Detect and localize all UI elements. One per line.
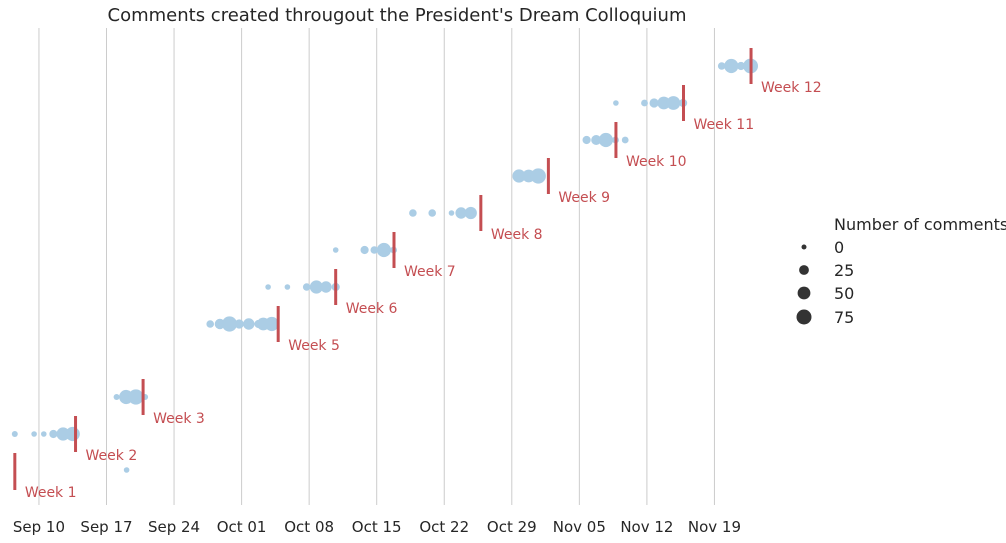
chart-title: Comments created througout the President… bbox=[108, 5, 687, 26]
x-tick-label: Oct 22 bbox=[419, 518, 469, 536]
comment-point bbox=[448, 210, 455, 216]
comment-point bbox=[464, 206, 477, 220]
comment-point bbox=[221, 316, 238, 332]
comment-point bbox=[284, 284, 291, 290]
x-tick-label: Nov 05 bbox=[553, 518, 606, 536]
comment-point bbox=[113, 394, 120, 400]
legend-label: 75 bbox=[834, 308, 854, 327]
comment-point bbox=[717, 62, 726, 70]
legend-marker bbox=[796, 309, 812, 325]
week-label: Week 7 bbox=[404, 264, 456, 280]
x-tick-label: Sep 10 bbox=[13, 518, 65, 536]
week-label: Week 1 bbox=[25, 485, 77, 501]
comment-point bbox=[265, 284, 271, 290]
comment-point bbox=[641, 99, 648, 107]
x-tick-label: Oct 15 bbox=[352, 518, 402, 536]
week-label: Week 11 bbox=[693, 117, 754, 133]
comment-point bbox=[320, 281, 332, 293]
comment-point bbox=[621, 136, 629, 144]
x-tick-label: Oct 08 bbox=[284, 518, 334, 536]
week-label: Week 6 bbox=[346, 301, 398, 317]
comment-point bbox=[243, 318, 255, 330]
comment-point bbox=[582, 135, 591, 145]
comment-point bbox=[302, 283, 311, 291]
week-label: Week 10 bbox=[626, 154, 687, 170]
week-label: Week 12 bbox=[761, 80, 822, 96]
legend-title: Number of comments bbox=[834, 215, 1006, 234]
comment-point bbox=[370, 246, 379, 254]
comment-points bbox=[11, 58, 758, 473]
x-tick-label: Nov 19 bbox=[688, 518, 741, 536]
x-tick-label: Nov 12 bbox=[620, 518, 673, 536]
week-label: Week 8 bbox=[491, 227, 543, 243]
legend-marker bbox=[797, 286, 811, 300]
comment-point bbox=[376, 242, 391, 258]
comment-point bbox=[123, 467, 130, 473]
legend-label: 25 bbox=[834, 261, 854, 280]
comment-point bbox=[591, 135, 602, 145]
comment-point bbox=[332, 247, 339, 253]
week-label: Week 9 bbox=[558, 190, 610, 206]
comment-point bbox=[31, 431, 37, 437]
comment-point bbox=[41, 431, 47, 437]
comment-point bbox=[309, 280, 323, 294]
x-tick-label: Oct 01 bbox=[217, 518, 267, 536]
week-label: Week 3 bbox=[153, 411, 205, 427]
gridlines bbox=[38, 28, 715, 505]
comment-point bbox=[206, 320, 214, 328]
comment-point bbox=[360, 245, 369, 255]
comment-point bbox=[598, 132, 614, 148]
comment-point bbox=[409, 209, 417, 217]
x-tick-label: Sep 17 bbox=[80, 518, 132, 536]
comment-point bbox=[750, 62, 758, 70]
comment-point bbox=[455, 207, 467, 219]
week-label: Week 5 bbox=[288, 338, 340, 354]
comment-point bbox=[128, 389, 144, 405]
comment-point bbox=[649, 98, 659, 108]
comment-point bbox=[666, 96, 681, 110]
legend-marker bbox=[799, 265, 809, 275]
comment-point bbox=[736, 61, 746, 71]
legend-marker bbox=[801, 244, 807, 250]
legend-label: 50 bbox=[834, 284, 854, 303]
size-legend: Number of comments 0 25 50 75 bbox=[796, 215, 1006, 327]
comment-point bbox=[428, 209, 437, 217]
comment-point bbox=[613, 100, 619, 106]
x-tick-label: Oct 29 bbox=[487, 518, 537, 536]
comment-point bbox=[49, 429, 58, 439]
comment-point bbox=[724, 58, 739, 74]
x-axis-tick-labels: Sep 10 Sep 17 Sep 24 Oct 01 Oct 08 Oct 15 Oct … bbox=[13, 518, 741, 536]
comment-point bbox=[657, 96, 671, 110]
comment-point bbox=[234, 319, 244, 329]
comment-point bbox=[530, 168, 546, 184]
comment-point bbox=[56, 427, 70, 441]
comment-point bbox=[11, 431, 18, 437]
comment-point bbox=[264, 316, 279, 332]
legend-label: 0 bbox=[834, 238, 844, 257]
week-label: Week 2 bbox=[86, 448, 138, 464]
x-tick-label: Sep 24 bbox=[148, 518, 200, 536]
week-markers: Week 1 Week 2 Week 3 Week 5 Week 6 Week 7 Week… bbox=[13, 48, 822, 501]
comment-point bbox=[512, 169, 526, 183]
